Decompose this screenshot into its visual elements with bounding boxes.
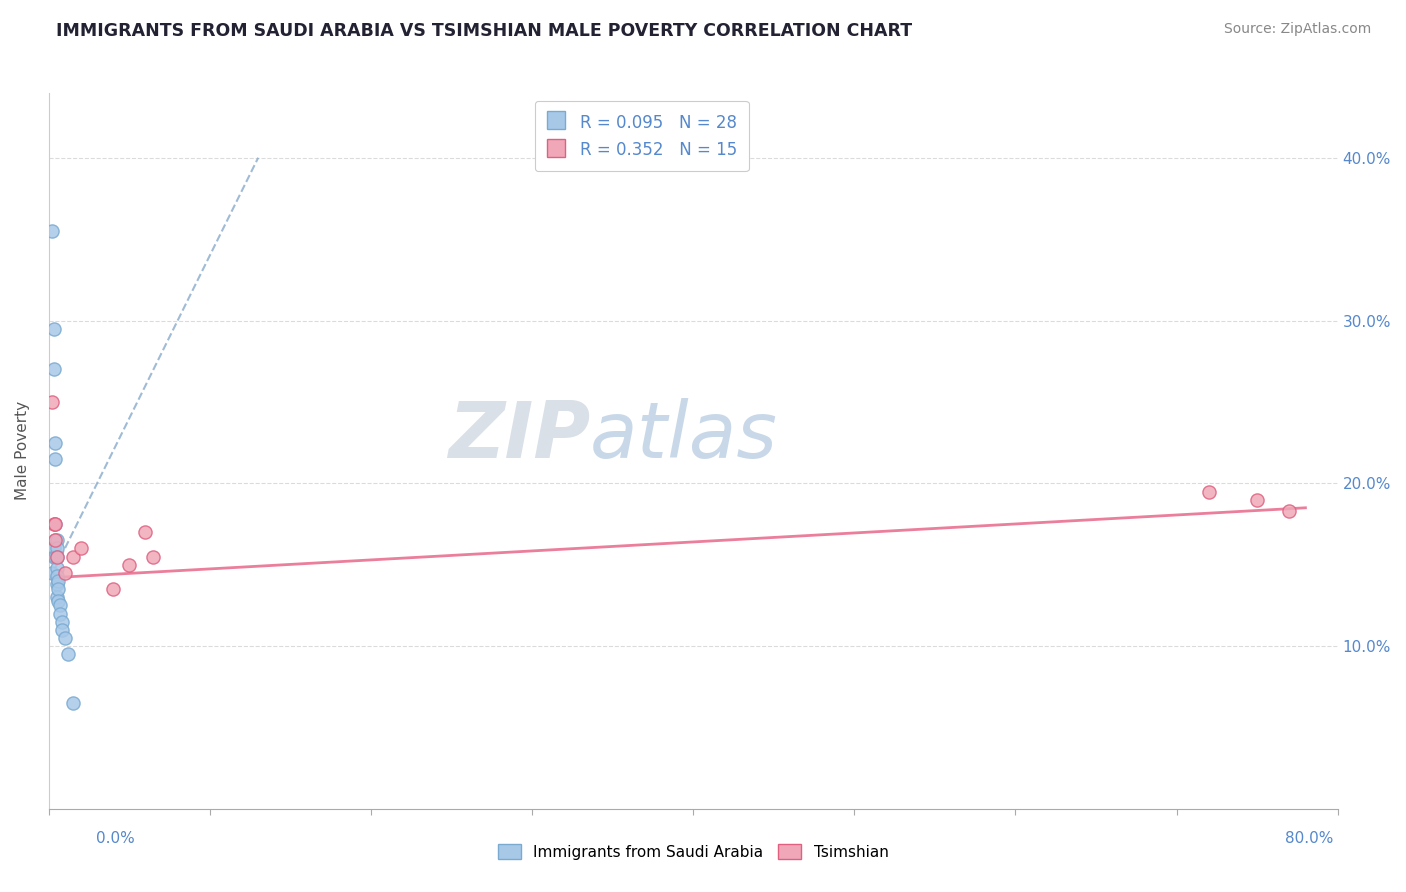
- Point: [118, 558, 141, 572]
- Point: [49, 599, 72, 613]
- Point: [45, 549, 67, 564]
- Text: ZIP: ZIP: [449, 399, 591, 475]
- Point: [103, 582, 125, 597]
- Text: IMMIGRANTS FROM SAUDI ARABIA VS TSIMSHIAN MALE POVERTY CORRELATION CHART: IMMIGRANTS FROM SAUDI ARABIA VS TSIMSHIA…: [56, 22, 912, 40]
- Point: [62, 549, 84, 564]
- Point: [1198, 484, 1220, 499]
- Point: [45, 549, 67, 564]
- Point: [49, 607, 72, 621]
- Point: [41, 224, 63, 238]
- Point: [44, 549, 66, 564]
- Point: [44, 435, 66, 450]
- Point: [53, 631, 76, 645]
- Point: [41, 395, 63, 409]
- Point: [48, 582, 70, 597]
- Point: [45, 577, 67, 591]
- Point: [44, 533, 66, 548]
- Point: [44, 452, 66, 467]
- Text: 0.0%: 0.0%: [96, 831, 135, 846]
- Point: [70, 541, 93, 556]
- Point: [44, 517, 66, 532]
- Point: [51, 615, 73, 629]
- Point: [51, 623, 73, 637]
- Point: [44, 517, 66, 532]
- Point: [45, 591, 67, 605]
- Point: [1246, 492, 1268, 507]
- Point: [42, 541, 65, 556]
- Point: [45, 541, 67, 556]
- Text: Source: ZipAtlas.com: Source: ZipAtlas.com: [1223, 22, 1371, 37]
- Point: [1278, 504, 1301, 518]
- Point: [53, 566, 76, 580]
- Point: [142, 549, 165, 564]
- Point: [45, 561, 67, 575]
- Legend: R = 0.095   N = 28, R = 0.352   N = 15: R = 0.095 N = 28, R = 0.352 N = 15: [534, 101, 748, 171]
- Text: 80.0%: 80.0%: [1285, 831, 1333, 846]
- Point: [134, 525, 156, 540]
- Point: [42, 517, 65, 532]
- Point: [42, 549, 65, 564]
- Point: [41, 566, 63, 580]
- Point: [56, 648, 79, 662]
- Point: [48, 574, 70, 588]
- Point: [62, 696, 84, 710]
- Text: atlas: atlas: [591, 399, 778, 475]
- Point: [45, 569, 67, 583]
- Point: [44, 533, 66, 548]
- Point: [45, 533, 67, 548]
- Y-axis label: Male Poverty: Male Poverty: [15, 401, 30, 500]
- Point: [42, 321, 65, 335]
- Point: [48, 593, 70, 607]
- Point: [42, 362, 65, 376]
